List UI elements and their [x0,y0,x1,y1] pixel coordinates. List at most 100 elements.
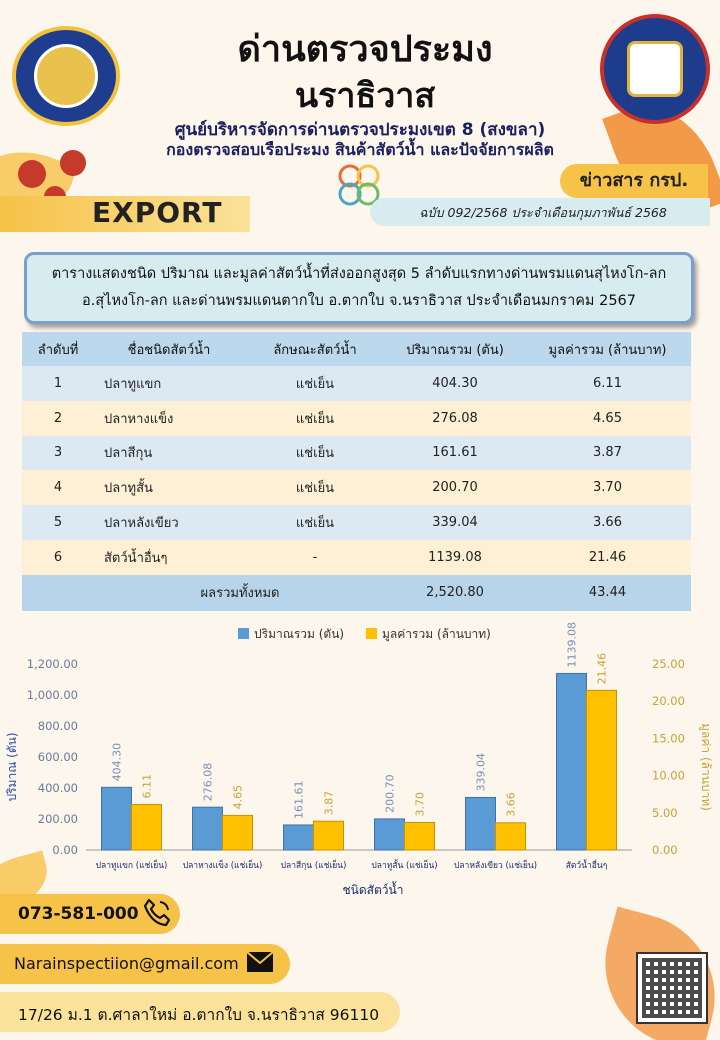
data-label-quantity: 200.70 [384,774,397,813]
table-total-row: ผลรวมทั้งหมด 2,520.80 43.44 [22,574,691,611]
table-row: 5 ปลาหลังเขียว แช่เย็น 339.04 3.66 [22,505,691,540]
data-label-quantity: 161.61 [293,780,306,819]
export-table: ลำดับที่ ชื่อชนิดสัตว์น้ำ ลักษณะสัตว์น้ำ… [22,332,691,611]
data-label-quantity: 404.30 [111,743,124,782]
bar-quantity [192,806,223,851]
value-cell: 21.46 [524,539,691,575]
x-tick-label: ปลาทูสั้น (แช่เย็น) [371,859,437,871]
page-title-location: นราธิวาส [294,76,436,116]
bar-value [222,814,253,851]
issue-band [370,198,710,226]
type-cell: แช่เย็น [244,470,386,506]
species-cell: ปลาทูสั้น [94,470,244,506]
table-row: 1 ปลาทูแขก แช่เย็น 404.30 6.11 [22,366,691,401]
data-label-quantity: 1139.08 [566,622,579,668]
x-tick-label: ปลาหางแข็ง (แช่เย็น) [183,859,263,871]
legend-label-value: มูลค่ารวม (ล้านบาท) [382,627,491,642]
column-header: ปริมาณรวม (ตัน) [386,332,524,366]
x-tick-label: ปลาหลังเขียว (แช่เย็น) [454,859,537,871]
y2-tick-label: 20.00 [652,694,685,708]
x-tick-label: ปลาสีกุน (แช่เย็น) [281,859,347,871]
phone-icon [143,898,171,927]
data-label-value: 21.46 [596,653,609,685]
quantity-cell: 200.70 [386,470,524,506]
berry-decoration [60,150,86,176]
division-name: กองตรวจสอบเรือประมง สินค้าสัตว์น้ำ และปั… [166,140,554,159]
total-value: 43.44 [524,574,691,611]
rank-cell: 5 [22,505,94,540]
y-tick-label: 400.00 [38,781,78,795]
rank-cell: 4 [22,470,94,506]
data-label-value: 3.87 [323,791,336,816]
column-header: ลำดับที่ [22,332,94,366]
y-tick-label: 200.00 [38,812,78,826]
bar-quantity [101,786,132,851]
x-tick-label: ปลาทูแขก (แช่เย็น) [96,859,168,871]
value-cell: 3.87 [524,435,691,471]
quantity-cell: 276.08 [386,400,524,436]
table-row: 2 ปลาหางแข็ง แช่เย็น 276.08 4.65 [22,400,691,436]
y-tick-label: 1,200.00 [27,657,78,671]
data-label-value: 3.66 [505,792,518,817]
column-header: ชื่อชนิดสัตว์น้ำ [94,332,244,366]
page-title: ด่านตรวจประมง [237,29,493,70]
type-cell: แช่เย็น [244,366,386,401]
center-name: ศูนย์บริหารจัดการด่านตรวจประมงเขต 8 (สงข… [174,120,546,140]
berry-decoration [18,160,46,188]
total-quantity: 2,520.80 [386,574,524,611]
data-label-value: 4.65 [232,785,245,810]
legend-label-quantity: ปริมาณรวม (ตัน) [254,627,344,641]
email-pill [0,944,290,984]
y2-tick-label: 10.00 [652,769,685,783]
y-tick-label: 800.00 [38,719,78,733]
y-axis-label: ปริมาณ (ตัน) [5,732,19,801]
y-tick-label: 600.00 [38,750,78,764]
table-header-row: ลำดับที่ ชื่อชนิดสัตว์น้ำ ลักษณะสัตว์น้ำ… [22,332,691,366]
description-line: อ.สุไหงโก-ลก และด่านพรมแดนตากใบ อ.ตากใบ … [81,293,636,309]
quantity-cell: 161.61 [386,435,524,471]
total-label: ผลรวมทั้งหมด [94,574,386,611]
bar-quantity [465,796,496,851]
y2-tick-label: 15.00 [652,731,685,745]
table-row: 3 ปลาสีกุน แช่เย็น 161.61 3.87 [22,435,691,471]
bar-quantity [283,824,314,851]
x-tick-label: สัตว์น้ำอื่นๆ [566,859,608,871]
description-box: ตารางแสดงชนิด ปริมาณ และมูลค่าสัตว์น้ำที… [24,252,694,324]
species-cell: ปลาทูแขก [94,366,244,401]
y-tick-label: 0.00 [52,843,78,857]
y2-axis-label: มูลค่า (ล้านบาท) [698,723,713,811]
department-of-fisheries-logo [12,26,120,126]
phone-number[interactable]: 073-581-000 [18,904,139,924]
type-cell: แช่เย็น [244,435,386,471]
data-label-value: 3.70 [414,792,427,817]
table-row: 4 ปลาทูสั้น แช่เย็น 200.70 3.70 [22,470,691,506]
quantity-cell: 1139.08 [386,539,524,575]
data-label-quantity: 339.04 [475,753,488,792]
value-cell: 6.11 [524,366,691,401]
export-band [0,196,250,232]
value-cell: 3.66 [524,505,691,540]
value-cell: 3.70 [524,470,691,506]
y-tick-label: 1,000.00 [27,688,78,702]
export-label: EXPORT [92,196,223,229]
bar-value [404,821,435,851]
news-label: ข่าวสาร กรป. [560,164,708,198]
export-chart: 0.00 200.00 400.00 600.00 800.00 1,000.00 1,20… [5,622,713,897]
qr-code[interactable] [636,952,708,1024]
mail-icon [246,951,274,972]
bar-value [131,804,162,851]
data-label-quantity: 276.08 [202,763,215,802]
quantity-cell: 404.30 [386,366,524,401]
email-address[interactable]: Narainspectiion@gmail.com [14,954,239,973]
y2-tick-label: 25.00 [652,657,685,671]
address: 17/26 ม.1 ต.ศาลาใหม่ อ.ตากใบ จ.นราธิวาส … [18,1006,380,1024]
bar-quantity [556,672,587,851]
address-pill [0,992,400,1032]
type-cell: แช่เย็น [244,400,386,436]
species-cell: ปลาสีกุน [94,435,244,471]
column-header: ลักษณะสัตว์น้ำ [244,332,386,366]
knot-icon [338,164,380,206]
value-cell: 4.65 [524,400,691,436]
table-row: 6 สัตว์น้ำอื่นๆ - 1139.08 21.46 [22,539,691,575]
column-header: มูลค่ารวม (ล้านบาท) [524,332,691,366]
